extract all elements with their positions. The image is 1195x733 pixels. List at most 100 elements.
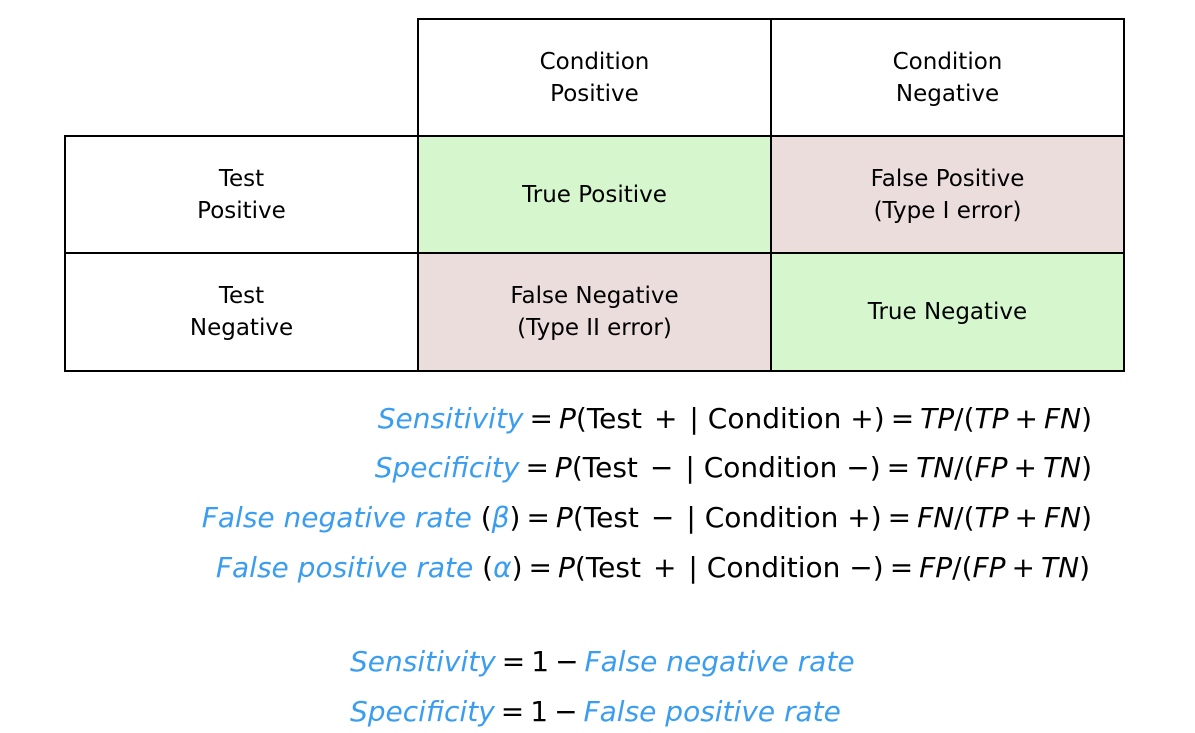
minus-sign: −: [555, 644, 579, 678]
equals-sign: =: [887, 500, 912, 534]
slash: /(: [954, 500, 975, 534]
condition-sign: +: [850, 401, 874, 435]
plus-sign: +: [1013, 450, 1037, 484]
formula-term: Specificity: [374, 450, 520, 484]
condition-word: Condition: [706, 550, 841, 584]
numerator: FP: [919, 550, 953, 584]
paren: ): [509, 500, 521, 534]
paren: (: [574, 550, 586, 584]
cell-true-positive: True Positive: [417, 135, 772, 254]
row-header-test-negative: Test Negative: [64, 252, 419, 372]
given-bar: |: [686, 500, 696, 534]
equals-sign: =: [528, 550, 552, 584]
numerator: FN: [917, 500, 955, 534]
equals-sign: =: [500, 694, 525, 728]
given-bar: |: [685, 450, 695, 484]
paren: ): [873, 401, 885, 435]
formula-false-positive-rate: False positive rate (α) = P(Test + | Con…: [216, 547, 1090, 587]
col-header-condition-positive: Condition Positive: [417, 18, 772, 137]
condition-sign: −: [846, 450, 870, 484]
cell-sublabel: (Type II error): [517, 315, 672, 341]
paren: (: [482, 550, 494, 584]
test-sign: +: [652, 550, 677, 584]
paren: (: [575, 401, 587, 435]
equals-sign: =: [889, 550, 914, 584]
cell-false-negative: False Negative (Type II error): [417, 252, 772, 372]
col-header-line-2: Positive: [550, 80, 639, 107]
paren: ): [870, 500, 882, 534]
identity-right: False negative rate: [584, 644, 855, 678]
denominator-b: FN: [1044, 500, 1082, 534]
identity-specificity: Specificity = 1 − False positive rate: [350, 691, 841, 731]
paren: ): [869, 450, 881, 484]
identity-one: 1: [530, 694, 549, 728]
formula-specificity: Specificity = P(Test − | Condition −) = …: [375, 447, 1092, 487]
denominator-b: FN: [1044, 401, 1082, 435]
row-header-line-1: Test: [218, 165, 265, 192]
denominator-b: TN: [1043, 450, 1082, 484]
col-header-condition-negative: Condition Negative: [770, 18, 1125, 137]
numerator: TN: [916, 450, 955, 484]
condition-word: Condition: [704, 500, 839, 534]
cell-label: False Negative: [510, 283, 679, 309]
prob-symbol: P: [558, 401, 576, 435]
formula-term: Sensitivity: [377, 401, 524, 435]
cell-label: False Positive: [870, 165, 1025, 192]
identity-left: Sensitivity: [350, 644, 496, 678]
test-sign: −: [650, 500, 675, 534]
paren: (: [480, 500, 492, 534]
plus-sign: +: [1014, 401, 1038, 435]
formula-term: False negative rate: [201, 500, 472, 534]
col-header-line-1: Condition: [892, 48, 1003, 75]
condition-sign: −: [849, 550, 873, 584]
col-header-line-1: Condition: [539, 48, 650, 75]
test-sign: +: [653, 401, 678, 435]
paren: (: [571, 450, 583, 484]
formula-false-negative-rate: False negative rate (β) = P(Test − | Con…: [202, 497, 1092, 537]
equals-sign: =: [526, 500, 550, 534]
test-word: Test: [582, 450, 638, 484]
equals-sign: =: [886, 450, 911, 484]
paren: (: [572, 500, 584, 534]
slash: /(: [952, 550, 973, 584]
cell-label: True Positive: [522, 181, 667, 208]
denominator-a: FP: [974, 450, 1008, 484]
test-word: Test: [586, 401, 642, 435]
condition-sign: +: [847, 500, 871, 534]
formula-term: False positive rate: [215, 550, 474, 584]
condition-word: Condition: [707, 401, 842, 435]
given-bar: |: [688, 550, 698, 584]
cell-sublabel: (Type I error): [873, 197, 1022, 224]
equals-sign: =: [501, 644, 526, 678]
identity-left: Specificity: [350, 694, 495, 728]
slash: /(: [954, 450, 975, 484]
cell-label: True Negative: [867, 299, 1028, 325]
cell-false-positive: False Positive (Type I error): [770, 135, 1125, 254]
equals-sign: =: [525, 450, 549, 484]
paren: ): [1081, 401, 1092, 435]
row-header-test-positive: Test Positive: [64, 135, 419, 254]
test-word: Test: [583, 500, 639, 534]
cell-true-negative: True Negative: [770, 252, 1125, 372]
paren: ): [1081, 450, 1092, 484]
prob-symbol: P: [555, 500, 573, 534]
col-header-line-2: Negative: [895, 80, 1000, 107]
paren: ): [1079, 550, 1090, 584]
equals-sign: =: [529, 401, 553, 435]
denominator-b: TN: [1041, 550, 1080, 584]
identity-sensitivity: Sensitivity = 1 − False negative rate: [350, 641, 855, 681]
given-bar: |: [689, 401, 699, 435]
paren: ): [511, 550, 523, 584]
test-word: Test: [585, 550, 641, 584]
rate-symbol: β: [491, 500, 510, 534]
identity-one: 1: [531, 644, 550, 678]
paren: ): [1081, 500, 1092, 534]
test-sign: −: [649, 450, 674, 484]
rate-symbol: α: [493, 550, 512, 584]
prob-symbol: P: [554, 450, 572, 484]
plus-sign: +: [1011, 550, 1035, 584]
paren: ): [872, 550, 884, 584]
equals-sign: =: [890, 401, 915, 435]
denominator-a: TP: [974, 401, 1009, 435]
formula-sensitivity: Sensitivity = P(Test + | Condition +) = …: [378, 398, 1092, 438]
